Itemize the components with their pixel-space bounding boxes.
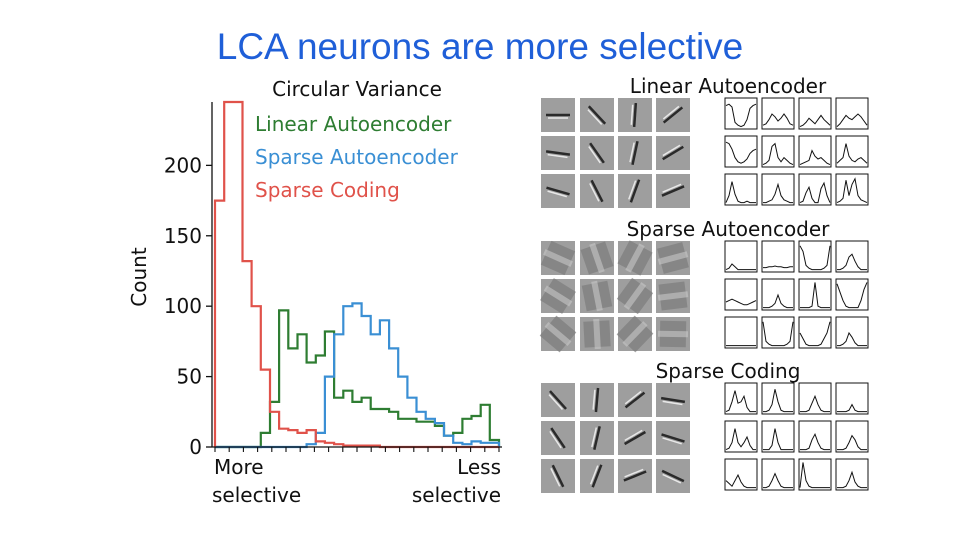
y-tick-label: 0 [189,435,202,459]
x-label-more-selective: selective [212,483,301,507]
filter-thumbnail [580,421,614,455]
tuning-curve [835,97,869,130]
filter-thumbnail [656,279,690,313]
tuning-curve [724,458,758,491]
filter-thumbnail [656,136,690,170]
tuning-curve [798,173,832,206]
tuning-curve [798,458,832,491]
filter-thumbnail [618,136,652,170]
filter-thumbnail [616,277,654,315]
tuning-curve [798,240,832,273]
tuning-curve [724,316,758,349]
filter-thumbnail [617,240,653,276]
tuning-curve [835,382,869,415]
legend-entry-2: Sparse Coding [255,178,400,202]
tuning-curve [761,240,795,273]
filter-thumbnail [656,383,690,417]
tuning-curve [724,420,758,453]
filter-thumbnail [656,459,690,493]
filter-thumbnail [656,98,690,132]
tuning-curve [761,278,795,311]
filter-thumbnail [656,421,690,455]
series-line-0 [215,309,501,449]
tuning-curve [798,278,832,311]
filter-thumbnail [541,421,575,455]
legend-entry-1: Sparse Autoencoder [255,145,459,169]
filter-thumbnail [580,241,614,275]
tuning-curve [724,173,758,206]
tuning-curve-grids [724,97,869,491]
filter-thumbnail [541,98,575,132]
tuning-curve [835,135,869,168]
tuning-curve [835,278,869,311]
tuning-curve [798,97,832,130]
tuning-curve [761,458,795,491]
tuning-curve [724,135,758,168]
tuning-curve [761,420,795,453]
panel-title-sparse-coding: Sparse Coding [656,359,801,383]
filter-thumbnail [541,174,575,208]
tuning-curve [724,240,758,273]
tuning-curve [761,173,795,206]
y-tick-label: 150 [164,224,202,248]
histogram-axes: 0 50 100 150 200 [164,102,502,459]
filter-thumbnail [540,278,576,314]
filter-thumbnail [580,459,614,493]
chart-title: Circular Variance [272,77,442,101]
filter-thumbnail [580,174,614,208]
tuning-curve [835,458,869,491]
tuning-curve [835,240,869,273]
panel-title-linear-autoencoder: Linear Autoencoder [630,74,827,98]
tuning-curve [761,135,795,168]
slide-title: LCA neurons are more selective [216,26,744,67]
filter-thumbnail [656,317,690,351]
filter-thumbnail [580,383,614,417]
x-label-less-selective: selective [412,483,501,507]
tuning-curve [798,420,832,453]
filter-thumbnail [541,459,575,493]
receptive-field-panels: Linear Autoencoder Sparse Autoencoder Sp… [539,74,869,493]
tuning-curve [798,382,832,415]
filter-thumbnail [616,315,654,353]
filter-thumbnail [541,136,575,170]
filter-thumbnail [540,240,576,276]
tuning-curve [761,97,795,130]
tuning-curve [798,316,832,349]
filter-thumbnail [618,459,652,493]
filter-thumbnail [539,315,577,353]
tuning-curve [724,97,758,130]
y-tick-label: 200 [164,153,202,177]
filter-thumbnail [580,136,614,170]
y-tick-label: 100 [164,294,202,318]
filter-thumbnail [541,383,575,417]
filter-thumbnail [580,98,614,132]
tuning-curve [835,173,869,206]
tuning-curve [724,382,758,415]
filter-thumbnail [618,383,652,417]
filter-thumbnail [580,279,614,313]
panel-title-sparse-autoencoder: Sparse Autoencoder [627,217,831,241]
filter-thumbnail [656,174,690,208]
y-axis-label: Count [127,247,151,307]
tuning-curve [835,420,869,453]
legend-entry-0: Linear Autoencoder [255,112,452,136]
filter-thumbnail [618,98,652,132]
filter-thumbnail [618,174,652,208]
tuning-curve [761,382,795,415]
histogram-legend: Linear Autoencoder Sparse Autoencoder Spar… [255,112,459,202]
series-line-1 [215,302,501,449]
filter-thumbnail [618,421,652,455]
x-label-more: More [214,455,264,479]
tuning-curve [724,278,758,311]
tuning-curve [835,316,869,349]
tuning-curve [798,135,832,168]
filter-thumbnail [656,241,690,275]
tuning-curve [761,316,795,349]
y-tick-label: 50 [177,365,202,389]
x-label-less: Less [457,455,501,479]
filter-thumbnail [580,317,614,351]
filter-image-grids [539,98,690,493]
histogram-chart: Circular Variance Count 0 50 100 150 200 Lin… [127,77,502,507]
